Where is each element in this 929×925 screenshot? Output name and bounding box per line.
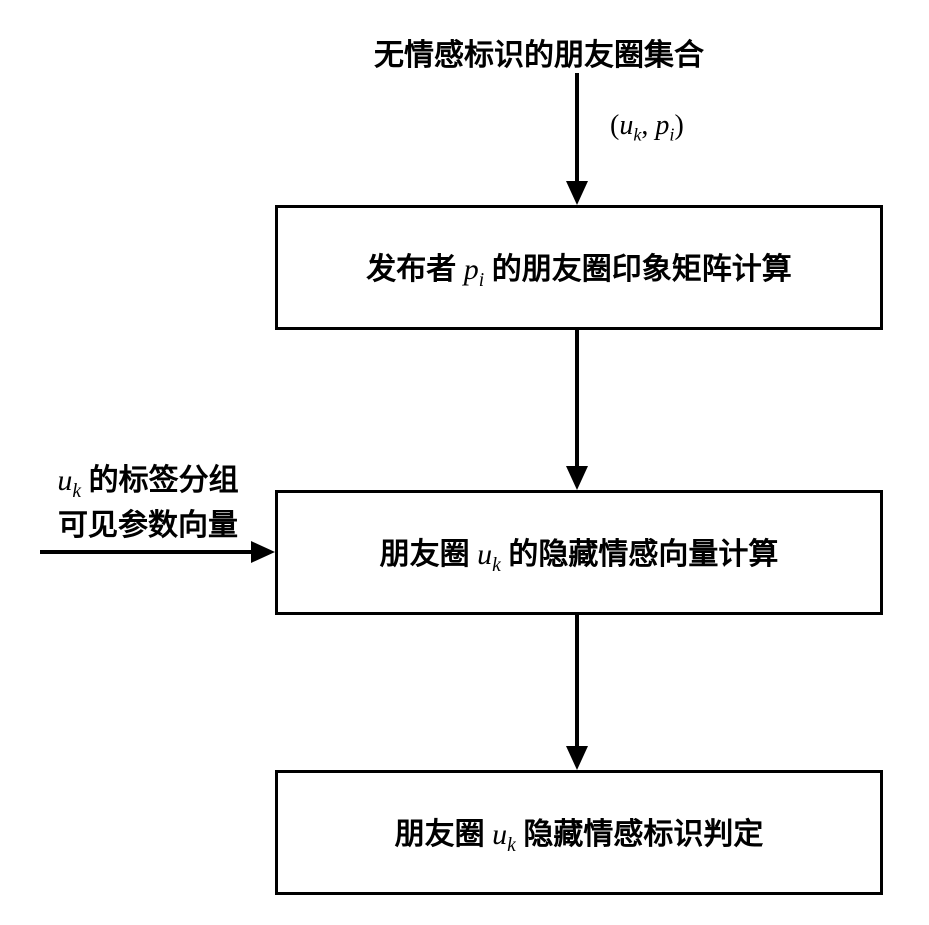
box3-sub: k bbox=[507, 835, 516, 856]
arrow-box1-box2 bbox=[575, 330, 579, 466]
box-publisher-impression-matrix: 发布者 pi 的朋友圈印象矩阵计算 bbox=[275, 205, 883, 330]
arrow-title-box1 bbox=[575, 73, 579, 181]
box1-suffix: 的朋友圈印象矩阵计算 bbox=[484, 253, 792, 286]
arrow-head-box1-box2 bbox=[566, 466, 588, 490]
arrow-head-side-box2 bbox=[251, 541, 275, 563]
box3-content: 朋友圈 uk 隐藏情感标识判定 bbox=[395, 809, 764, 857]
label-var2: p bbox=[655, 110, 669, 141]
edge-label-1: (uk, pi) bbox=[610, 110, 684, 146]
box-hidden-emotion-vector: 朋友圈 uk 的隐藏情感向量计算 bbox=[275, 490, 883, 615]
box2-var: u bbox=[477, 538, 492, 571]
title-text: 无情感标识的朋友圈集合 bbox=[374, 39, 704, 72]
arrow-side-box2 bbox=[40, 550, 251, 554]
side-line2: 可见参数向量 bbox=[58, 509, 238, 542]
box-hidden-emotion-identify: 朋友圈 uk 隐藏情感标识判定 bbox=[275, 770, 883, 895]
arrow-head-title-box1 bbox=[566, 181, 588, 205]
box1-prefix: 发布者 bbox=[366, 253, 464, 286]
arrow-head-box2-box3 bbox=[566, 746, 588, 770]
label-open: ( bbox=[610, 110, 619, 141]
box2-sub: k bbox=[492, 555, 501, 576]
label-close: ) bbox=[674, 110, 683, 141]
side-label-tag-group: uk 的标签分组 可见参数向量 bbox=[28, 460, 268, 547]
box1-var: p bbox=[464, 253, 479, 286]
side-line1-suffix: 的标签分组 bbox=[81, 464, 239, 497]
diagram-title: 无情感标识的朋友圈集合 bbox=[374, 30, 704, 74]
arrow-box2-box3 bbox=[575, 615, 579, 746]
box2-prefix: 朋友圈 bbox=[380, 538, 478, 571]
side-sub: k bbox=[72, 481, 81, 502]
box3-var: u bbox=[492, 818, 507, 851]
box3-prefix: 朋友圈 bbox=[395, 818, 493, 851]
label-comma: , bbox=[641, 110, 655, 141]
box3-suffix: 隐藏情感标识判定 bbox=[516, 818, 764, 851]
box1-content: 发布者 pi 的朋友圈印象矩阵计算 bbox=[366, 244, 791, 292]
box2-suffix: 的隐藏情感向量计算 bbox=[501, 538, 779, 571]
side-var: u bbox=[57, 464, 72, 497]
box2-content: 朋友圈 uk 的隐藏情感向量计算 bbox=[380, 529, 779, 577]
label-var1: u bbox=[619, 110, 633, 141]
